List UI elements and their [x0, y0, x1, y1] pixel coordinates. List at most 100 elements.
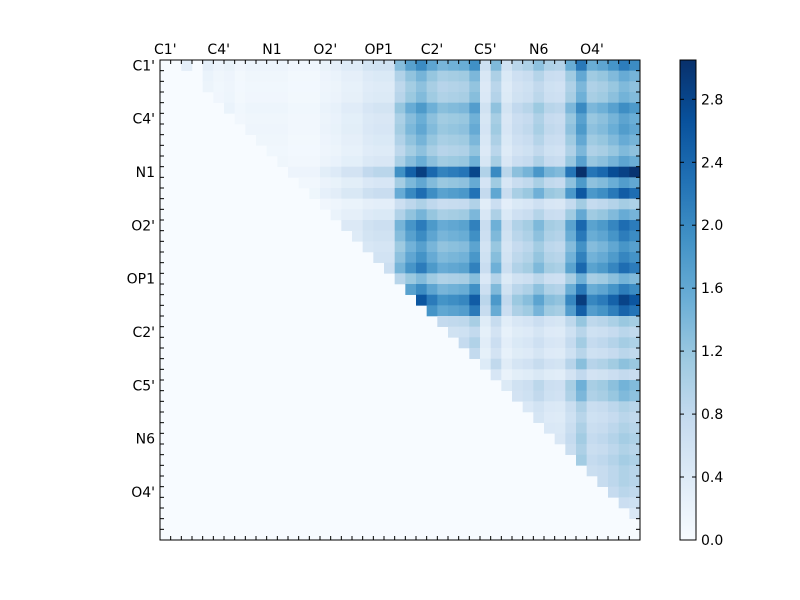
heatmap-cell	[405, 252, 417, 263]
heatmap-cell	[512, 166, 523, 178]
heatmap-cell	[426, 305, 438, 317]
heatmap-cell	[362, 166, 374, 178]
heatmap-cell	[565, 166, 577, 178]
heatmap-cell	[512, 284, 523, 295]
heatmap-cell	[629, 177, 641, 189]
heatmap-cell	[544, 60, 555, 71]
heatmap-cell	[202, 60, 214, 71]
heatmap-cell	[586, 444, 598, 455]
heatmap-cell	[586, 422, 598, 434]
heatmap-cell	[554, 284, 566, 295]
heatmap-cell	[490, 305, 502, 317]
heatmap-cell	[490, 273, 502, 285]
heatmap-cell	[448, 177, 459, 189]
heatmap-cell	[373, 252, 385, 263]
heatmap-cell	[320, 70, 331, 82]
heatmap-cell	[448, 294, 459, 306]
heatmap-cell	[565, 380, 577, 391]
plot-frame	[159, 59, 641, 541]
heatmap-cell	[458, 156, 470, 167]
heatmap-cell	[554, 156, 566, 167]
x-tick-label: C1'	[154, 42, 177, 58]
heatmap-cell	[565, 145, 577, 157]
heatmap-cell	[629, 230, 641, 242]
heatmap-cell	[522, 348, 534, 359]
heatmap-cell	[512, 294, 523, 306]
heatmap-cell	[373, 134, 385, 146]
heatmap-cell	[586, 316, 598, 327]
heatmap-cell	[405, 124, 417, 135]
heatmap-cell	[544, 156, 555, 167]
heatmap-cell	[405, 230, 417, 242]
heatmap-cell	[458, 166, 470, 178]
heatmap-cell	[277, 102, 289, 114]
heatmap-cell	[522, 156, 534, 167]
heatmap-cell	[352, 145, 363, 157]
heatmap-cell	[501, 209, 513, 221]
heatmap-cell	[426, 294, 438, 306]
heatmap-cell	[266, 102, 278, 114]
heatmap-cell	[608, 273, 619, 285]
heatmap-cell	[394, 113, 406, 125]
heatmap-cell	[512, 369, 523, 381]
heatmap-cell	[618, 230, 630, 242]
heatmap-cell	[629, 81, 641, 93]
heatmap-cell	[608, 252, 619, 263]
heatmap-cell	[480, 326, 491, 338]
heatmap-cell	[512, 262, 523, 274]
heatmap-cell	[597, 241, 609, 253]
heatmap-cell	[576, 348, 587, 359]
heatmap-cell	[373, 220, 385, 231]
heatmap-cell	[426, 262, 438, 274]
heatmap-cell	[501, 113, 513, 125]
heatmap-cell	[426, 113, 438, 125]
heatmap-cell	[533, 348, 545, 359]
heatmap-cell	[608, 92, 619, 103]
heatmap-cell	[469, 156, 481, 167]
heatmap-cell	[362, 209, 374, 221]
heatmap-cell	[608, 70, 619, 82]
heatmap-cell	[544, 305, 555, 317]
heatmap-cell	[576, 284, 587, 295]
heatmap-cell	[586, 369, 598, 381]
heatmap-cell	[320, 81, 331, 93]
heatmap-cell	[309, 60, 321, 71]
heatmap-cell	[576, 433, 587, 445]
heatmap-cell	[245, 102, 257, 114]
heatmap-cell	[586, 230, 598, 242]
y-tick-label: O2'	[131, 218, 155, 234]
heatmap-cell	[544, 326, 555, 338]
heatmap-cell	[373, 230, 385, 242]
heatmap-cell	[202, 70, 214, 82]
heatmap-cell	[576, 124, 587, 135]
heatmap-cell	[362, 102, 374, 114]
heatmap-cell	[608, 81, 619, 93]
colorbar-tick-label: 2.8	[701, 92, 723, 108]
heatmap-cell	[512, 209, 523, 221]
heatmap-cell	[437, 113, 449, 125]
heatmap-cell	[426, 70, 438, 82]
heatmap-cell	[597, 124, 609, 135]
heatmap-cell	[629, 508, 641, 519]
heatmap-cell	[618, 316, 630, 327]
heatmap-cell	[266, 124, 278, 135]
heatmap-cell	[448, 134, 459, 146]
heatmap-cell	[608, 316, 619, 327]
heatmap-cell	[480, 81, 491, 93]
heatmap-cell	[629, 262, 641, 274]
heatmap-cell	[629, 92, 641, 103]
heatmap-cell	[586, 198, 598, 210]
heatmap-cell	[512, 102, 523, 114]
heatmap-cell	[618, 70, 630, 82]
heatmap-cell	[309, 113, 321, 125]
heatmap-cell	[224, 92, 235, 103]
heatmap-cell	[384, 145, 395, 157]
heatmap-cell	[544, 134, 555, 146]
heatmap-cell	[576, 454, 587, 466]
heatmap-cell	[437, 230, 449, 242]
heatmap-cell	[394, 241, 406, 253]
heatmap-cell	[362, 81, 374, 93]
heatmap-cell	[437, 60, 449, 71]
heatmap-cell	[416, 70, 427, 82]
heatmap-cell	[426, 220, 438, 231]
